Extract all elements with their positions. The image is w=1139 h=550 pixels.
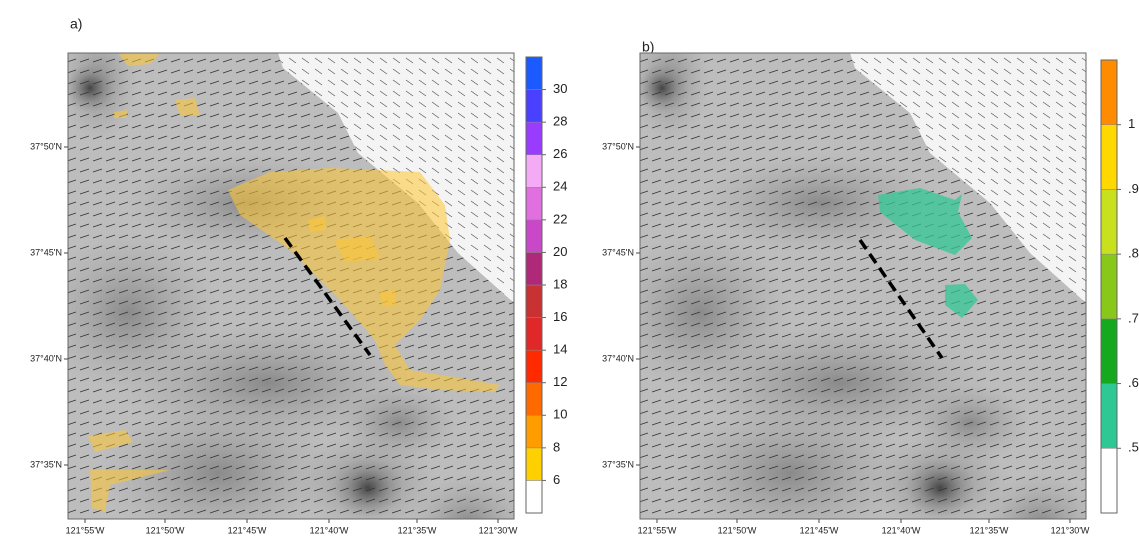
colorbar-label: .5 (1128, 440, 1139, 455)
colorbar-bin (526, 285, 542, 318)
colorbar-label: 18 (553, 276, 567, 291)
colorbar-bin (1101, 448, 1117, 513)
lat-label: 37°35'N (602, 459, 634, 469)
colorbar-bin (526, 448, 542, 481)
colorbar-bin (526, 252, 542, 285)
colorbar-bin (526, 57, 542, 90)
colorbar-label: 24 (553, 179, 567, 194)
lat-label: 37°40'N (30, 353, 62, 363)
lon-label: 121°30'W (479, 525, 518, 535)
lon-label: 121°55'W (638, 525, 677, 535)
colorbar-label: 20 (553, 244, 567, 259)
map-panel: a) 37°50'N 37°45'N 37°40'N 37°35'N 121°55'W 12… (30, 16, 567, 550)
colorbar-label: 30 (553, 81, 567, 96)
colorbar-bin (1101, 319, 1117, 384)
colorbar-bin (1101, 254, 1117, 319)
colorbar-bin (1101, 60, 1117, 125)
colorbar-label: 8 (553, 439, 560, 454)
lat-label: 37°35'N (30, 459, 62, 469)
colorbar-label: .9 (1128, 181, 1139, 196)
colorbar-label: .6 (1128, 375, 1139, 390)
lon-label: 121°35'W (398, 525, 437, 535)
map-panel: b) 37°50'N 37°45'N 37°40'N 37°35'N 121°55'W 12… (602, 23, 1139, 550)
colorbar-label: 22 (553, 211, 567, 226)
lat-label: 37°45'N (30, 247, 62, 257)
colorbar-bin (1101, 384, 1117, 449)
lon-label: 121°30'W (1051, 525, 1090, 535)
lon-label: 121°45'W (228, 525, 267, 535)
colorbar-bin (1101, 189, 1117, 254)
lat-label: 37°40'N (602, 353, 634, 363)
lon-label: 121°45'W (800, 525, 839, 535)
colorbar-bin (526, 350, 542, 383)
colorbar-bin (526, 187, 542, 220)
colorbar-bin (526, 90, 542, 123)
lat-label: 37°50'N (30, 141, 62, 151)
lon-label: 121°55'W (66, 525, 105, 535)
lon-label: 121°40'W (310, 525, 349, 535)
map-area (610, 23, 1100, 550)
colorbar-bin (526, 415, 542, 448)
colorbar-bin (526, 480, 542, 513)
colorbar-bin (526, 155, 542, 188)
colorbar-label: 28 (553, 114, 567, 129)
colorbar-label: 6 (553, 472, 560, 487)
lon-label: 121°40'W (882, 525, 921, 535)
colorbar-label: 12 (553, 374, 567, 389)
lat-label: 37°45'N (602, 247, 634, 257)
colorbar-label: 26 (553, 146, 567, 161)
map-area (38, 23, 528, 550)
colorbar-label: 1 (1128, 116, 1135, 131)
panel-label: b) (642, 39, 654, 55)
figure-canvas: a)37°50'N37°45'N37°40'N37°35'N121°55'W12… (0, 0, 1139, 550)
colorbar-label: .7 (1128, 310, 1139, 325)
colorbar-bin (526, 220, 542, 253)
lon-label: 121°50'W (146, 525, 185, 535)
lat-label: 37°50'N (602, 141, 634, 151)
colorbar-bin (526, 318, 542, 351)
colorbar-label: 10 (553, 407, 567, 422)
figure: a)37°50'N37°45'N37°40'N37°35'N121°55'W12… (0, 0, 1139, 550)
colorbar-bin (1101, 125, 1117, 190)
lon-label: 121°35'W (970, 525, 1009, 535)
colorbar-label: 16 (553, 309, 567, 324)
colorbar-bin (526, 383, 542, 416)
colorbar-label: .8 (1128, 246, 1139, 261)
lon-label: 121°50'W (718, 525, 757, 535)
panel-label: a) (70, 16, 82, 32)
colorbar-label: 14 (553, 342, 567, 357)
colorbar-bin (526, 122, 542, 155)
shaded-field (380, 290, 396, 306)
